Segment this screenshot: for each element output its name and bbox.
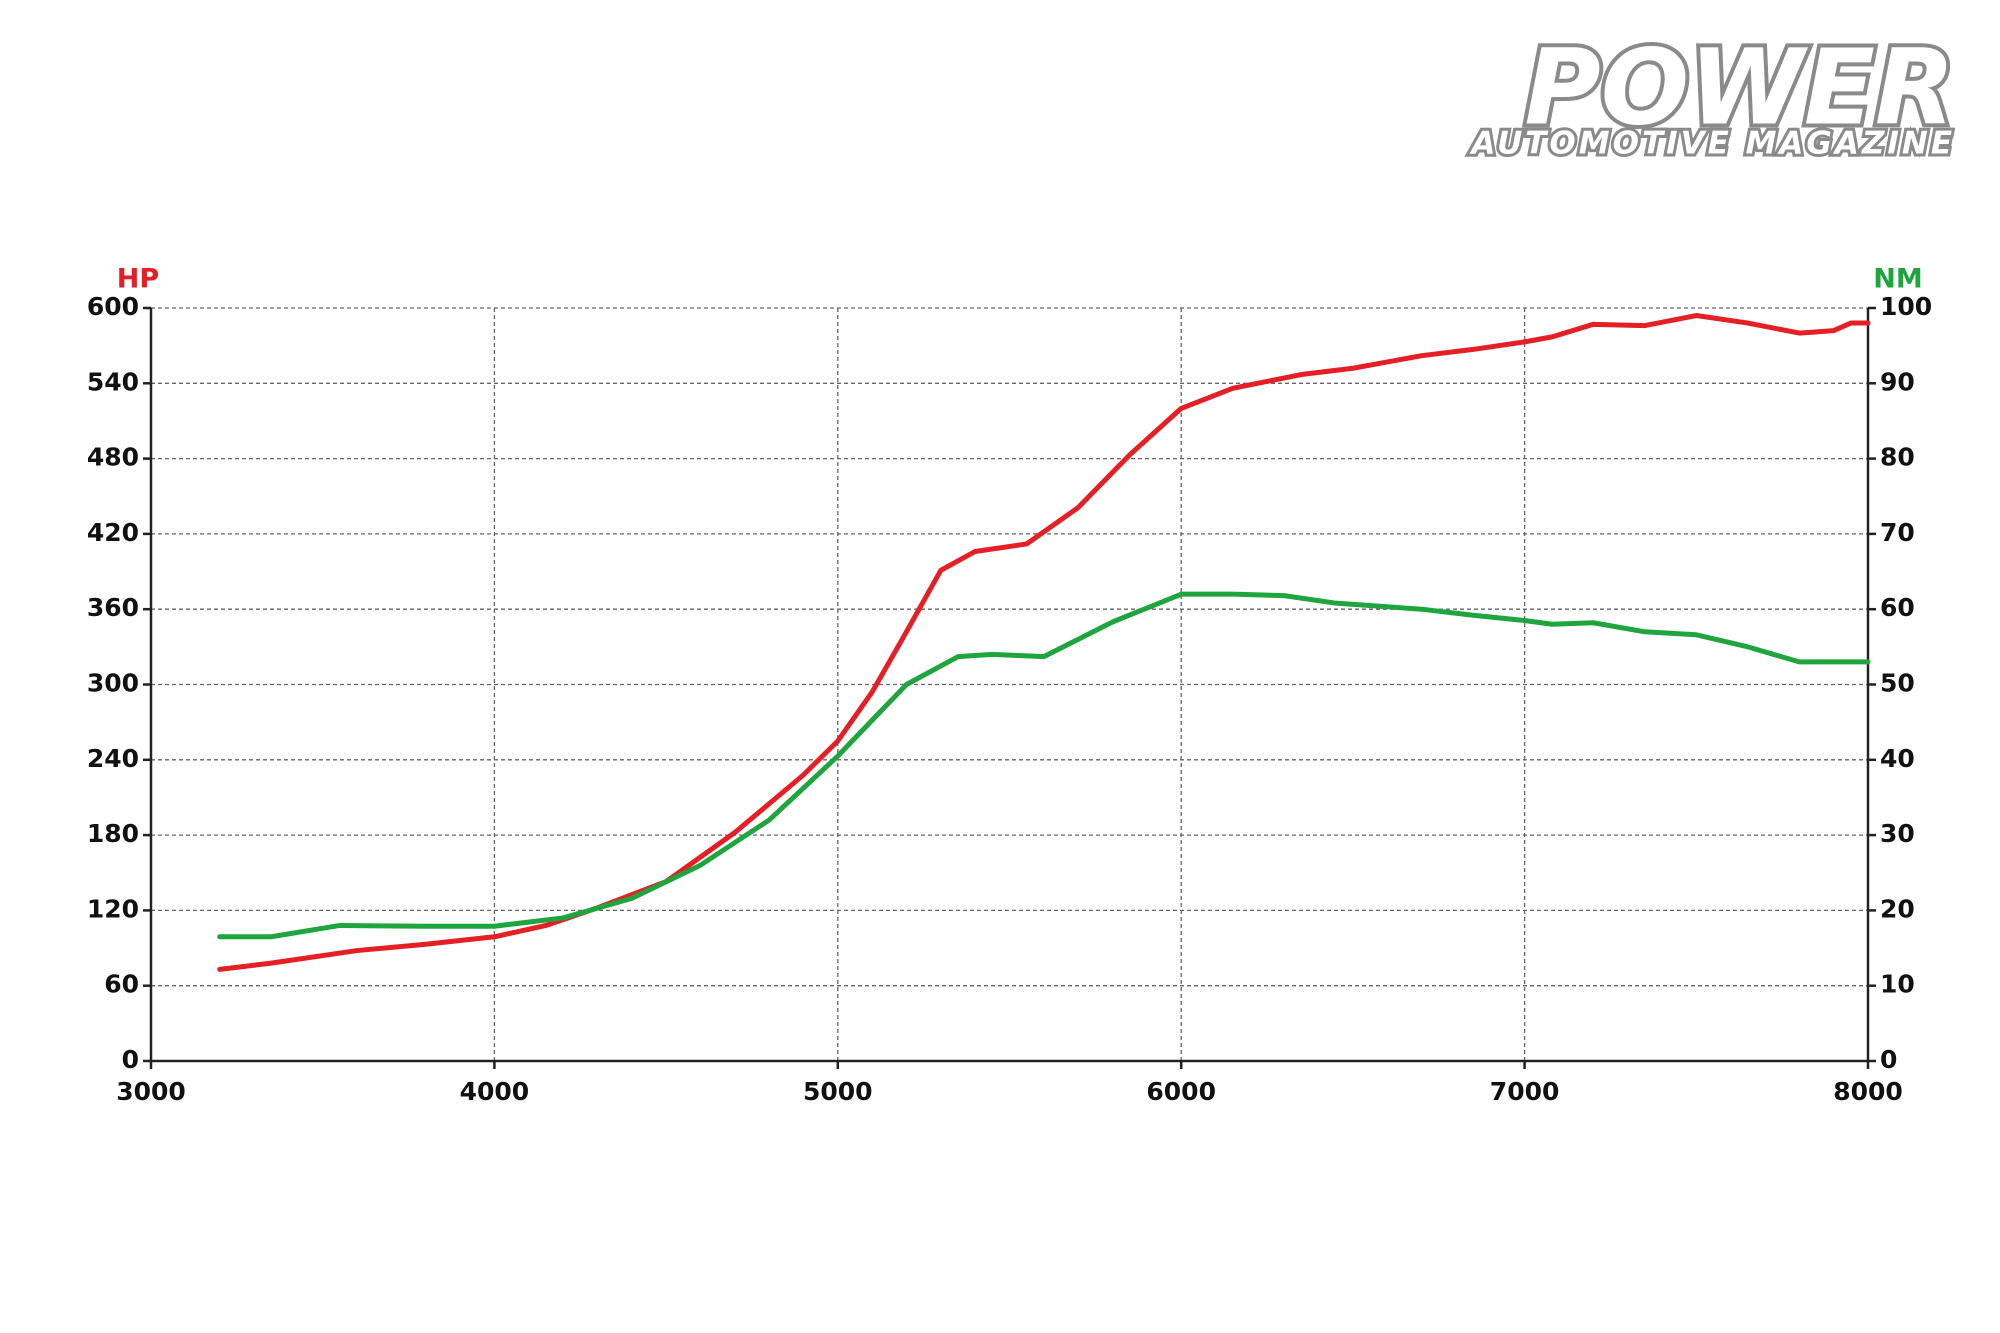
y-axis-title: HP — [117, 264, 159, 295]
logo-title: POWER — [1525, 26, 1955, 148]
y-tick-label: 480 — [87, 443, 139, 472]
y2-tick-label: 50 — [1880, 669, 1915, 698]
x-tick-label: 3000 — [116, 1077, 186, 1106]
y2-tick-label: 100 — [1880, 292, 1932, 321]
y2-tick-label: 70 — [1880, 518, 1915, 547]
x-tick-label: 5000 — [803, 1077, 873, 1106]
y-tick-label: 420 — [87, 518, 139, 547]
y-tick-label: 540 — [87, 367, 139, 396]
y2-tick-label: 10 — [1880, 970, 1915, 999]
series-line — [217, 591, 1871, 940]
y-tick-label: 240 — [87, 744, 139, 773]
y2-tick-label: 20 — [1880, 894, 1915, 923]
x-tick-label: 4000 — [460, 1077, 530, 1106]
y-tick-label: 300 — [87, 669, 139, 698]
y2-axis-title: NM — [1873, 264, 1922, 295]
series-line — [217, 313, 1871, 972]
y2-tick-label: 90 — [1880, 367, 1915, 396]
y2-tick-label: 80 — [1880, 443, 1915, 472]
x-tick-label: 6000 — [1146, 1077, 1216, 1106]
x-tick-label: 7000 — [1490, 1077, 1560, 1106]
x-tick-label: 8000 — [1833, 1077, 1903, 1106]
logo-subtitle: AUTOMOTIVE MAGAZINE — [1468, 126, 1955, 162]
y2-tick-label: 0 — [1880, 1045, 1897, 1074]
y-tick-label: 60 — [104, 970, 139, 999]
y-tick-label: 120 — [87, 894, 139, 923]
y2-tick-label: 30 — [1880, 819, 1915, 848]
y-tick-label: 0 — [122, 1045, 139, 1074]
y-tick-label: 600 — [87, 292, 139, 321]
y2-tick-label: 40 — [1880, 744, 1915, 773]
y2-tick-label: 60 — [1880, 593, 1915, 622]
y-tick-label: 360 — [87, 593, 139, 622]
y-tick-label: 180 — [87, 819, 139, 848]
